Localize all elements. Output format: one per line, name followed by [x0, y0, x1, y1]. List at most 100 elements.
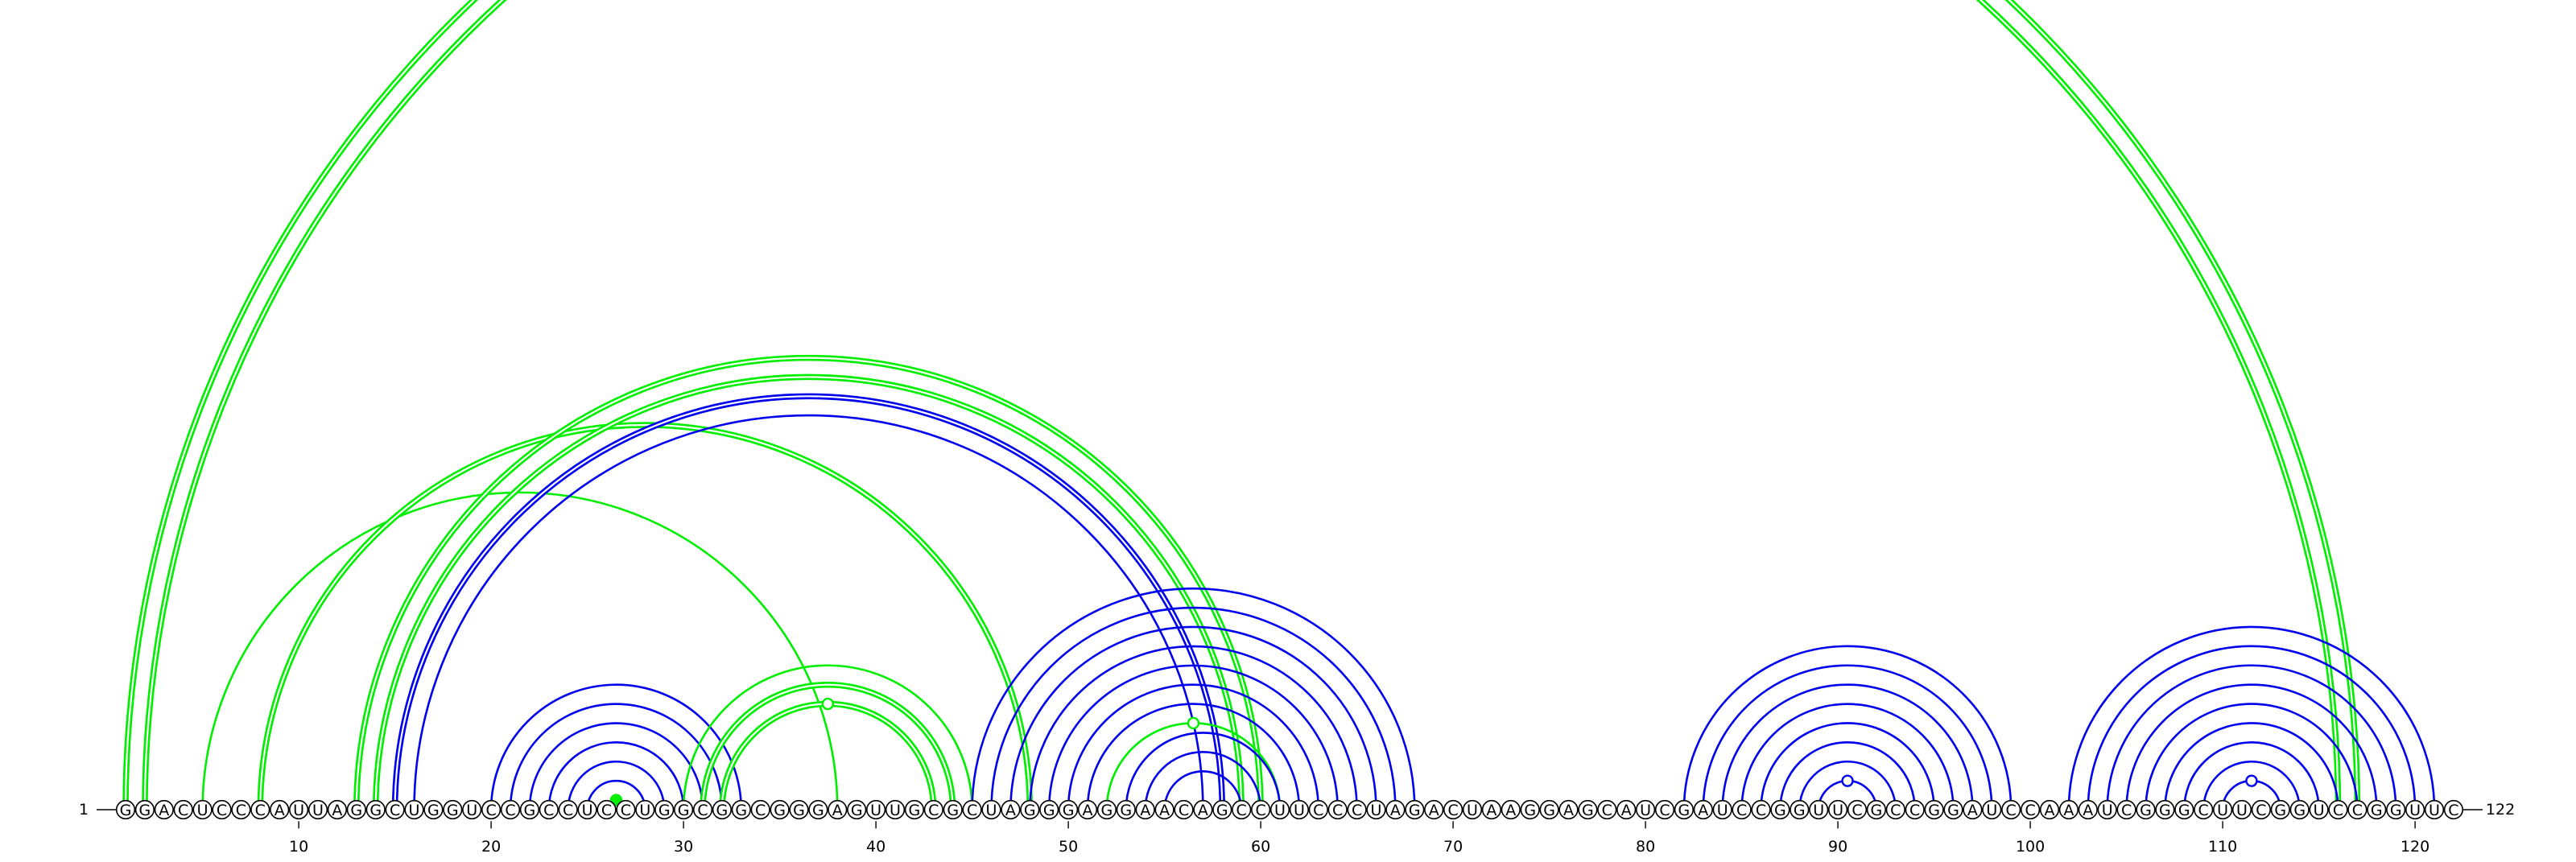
- base-pair-arc-45-68: [972, 588, 1415, 810]
- nucleotide-53: G: [1117, 801, 1136, 819]
- nucleotide-letter: G: [2178, 802, 2190, 819]
- nucleotide-2: G: [136, 801, 155, 819]
- nucleotide-letter: G: [1928, 802, 1940, 819]
- base-pair-arc-13-60-inner: [357, 358, 1261, 810]
- nucleotide-letter: G: [139, 802, 151, 819]
- nucleotide-letter: U: [2429, 802, 2440, 819]
- nucleotide-93: C: [1887, 801, 1905, 819]
- nucleotide-106: G: [2136, 801, 2155, 819]
- nucleotide-letter: G: [2159, 802, 2171, 819]
- nucleotide-letter: C: [1756, 802, 1766, 819]
- nucleotide-45: C: [963, 801, 981, 819]
- nucleotide-letter: G: [716, 802, 729, 819]
- nucleotide-107: G: [2156, 801, 2174, 819]
- nucleotide-29: G: [655, 801, 674, 819]
- nucleotide-20: C: [482, 801, 501, 819]
- nucleotide-114: G: [2290, 801, 2309, 819]
- nucleotide-108: G: [2175, 801, 2194, 819]
- nucleotide-51: A: [1079, 801, 1097, 819]
- nucleotide-65: C: [1348, 801, 1366, 819]
- nucleotide-95: G: [1925, 801, 1943, 819]
- nucleotide-116: C: [2329, 801, 2347, 819]
- nucleotide-72: A: [1483, 801, 1501, 819]
- nucleotide-letter: A: [275, 802, 285, 819]
- nucleotide-letter: C: [2256, 802, 2266, 819]
- base-pair-arc-106-117: [2146, 704, 2358, 810]
- nucleotide-letter: G: [447, 802, 459, 819]
- nucleotide-105: C: [2117, 801, 2136, 819]
- nucleotide-55: A: [1155, 801, 1174, 819]
- nucleotide-109: C: [2194, 801, 2213, 819]
- nucleotide-letter: G: [1409, 802, 1421, 819]
- nucleotide-letter: A: [1486, 802, 1496, 819]
- nucleotide-84: U: [1713, 801, 1732, 819]
- nucleotide-97: A: [1963, 801, 1982, 819]
- nucleotide-letter: C: [928, 802, 939, 819]
- nucleotide-letter: U: [2236, 802, 2248, 819]
- nucleotide-letter: A: [159, 802, 169, 819]
- nucleotide-letter: C: [697, 802, 708, 819]
- nucleotide-54: A: [1136, 801, 1154, 819]
- nucleotide-47: A: [1001, 801, 1020, 819]
- nucleotide-letter: U: [986, 802, 997, 819]
- base-pair-arc-13-60: [357, 358, 1261, 810]
- nucleotide-52: G: [1098, 801, 1117, 819]
- nucleotide-59: C: [1232, 801, 1251, 819]
- nucleotide-letter: C: [2006, 802, 2017, 819]
- arc-marker-2: [823, 699, 833, 709]
- nucleotide-letter: C: [967, 802, 977, 819]
- nucleotide-letter: C: [2448, 802, 2458, 819]
- nucleotide-74: G: [1521, 801, 1539, 819]
- nucleotide-letter: U: [1467, 802, 1478, 819]
- nucleotide-letter: U: [1640, 802, 1651, 819]
- tick-label-100: 100: [2016, 838, 2045, 856]
- nucleotide-46: U: [982, 801, 1001, 819]
- nucleotide-24: C: [559, 801, 577, 819]
- arc-marker-3: [1188, 718, 1199, 728]
- nucleotide-letter: U: [1986, 802, 1997, 819]
- nucleotide-16: U: [405, 801, 423, 819]
- arc-marker-4: [1843, 776, 1853, 786]
- nucleotide-letter: U: [2102, 802, 2113, 819]
- nucleotide-letter: A: [2045, 802, 2055, 819]
- nucleotide-letter: C: [178, 802, 188, 819]
- nucleotide-letter: C: [390, 802, 400, 819]
- nucleotide-86: C: [1752, 801, 1770, 819]
- nucleotide-letter: C: [1236, 802, 1247, 819]
- nucleotide-70: C: [1444, 801, 1463, 819]
- nucleotide-122: C: [2445, 801, 2463, 819]
- nucleotide-64: C: [1328, 801, 1347, 819]
- nucleotide-letter: U: [197, 802, 208, 819]
- nucleotide-57: A: [1194, 801, 1212, 819]
- position-ticks: 10 20 30 40 50 60 70 80 90 100 110 120: [289, 821, 2429, 856]
- nucleotide-28: U: [636, 801, 654, 819]
- nucleotide-letter: G: [1543, 802, 1555, 819]
- nucleotide-letter: C: [1179, 802, 1189, 819]
- nucleotide-letter: C: [601, 802, 612, 819]
- nucleotide-31: C: [694, 801, 712, 819]
- nucleotide-60: C: [1252, 801, 1270, 819]
- nucleotide-10: U: [290, 801, 308, 819]
- nucleotide-letter: C: [543, 802, 554, 819]
- nucleotide-letter: C: [2352, 802, 2363, 819]
- nucleotide-76: A: [1559, 801, 1578, 819]
- nucleotide-letter: A: [1005, 802, 1016, 819]
- tick-label-60: 60: [1251, 838, 1270, 856]
- nucleotide-34: C: [751, 801, 770, 819]
- base-pair-arc-85-96: [1742, 704, 1954, 810]
- nucleotide-78: C: [1598, 801, 1616, 819]
- nucleotide-99: C: [2002, 801, 2021, 819]
- nucleotide-56: C: [1174, 801, 1193, 819]
- base-pair-arc-86-95: [1761, 723, 1934, 810]
- nucleotide-50: G: [1059, 801, 1078, 819]
- nucleotide-letter: U: [1813, 802, 1824, 819]
- nucleotide-letter: A: [1967, 802, 1978, 819]
- nucleotide-letter: G: [678, 802, 690, 819]
- nucleotide-89: U: [1810, 801, 1828, 819]
- nucleotide-letter: G: [2371, 802, 2383, 819]
- tick-label-20: 20: [481, 838, 501, 856]
- tick-label-40: 40: [866, 838, 886, 856]
- nucleotide-letter: G: [120, 802, 132, 819]
- nucleotide-letter: G: [2140, 802, 2152, 819]
